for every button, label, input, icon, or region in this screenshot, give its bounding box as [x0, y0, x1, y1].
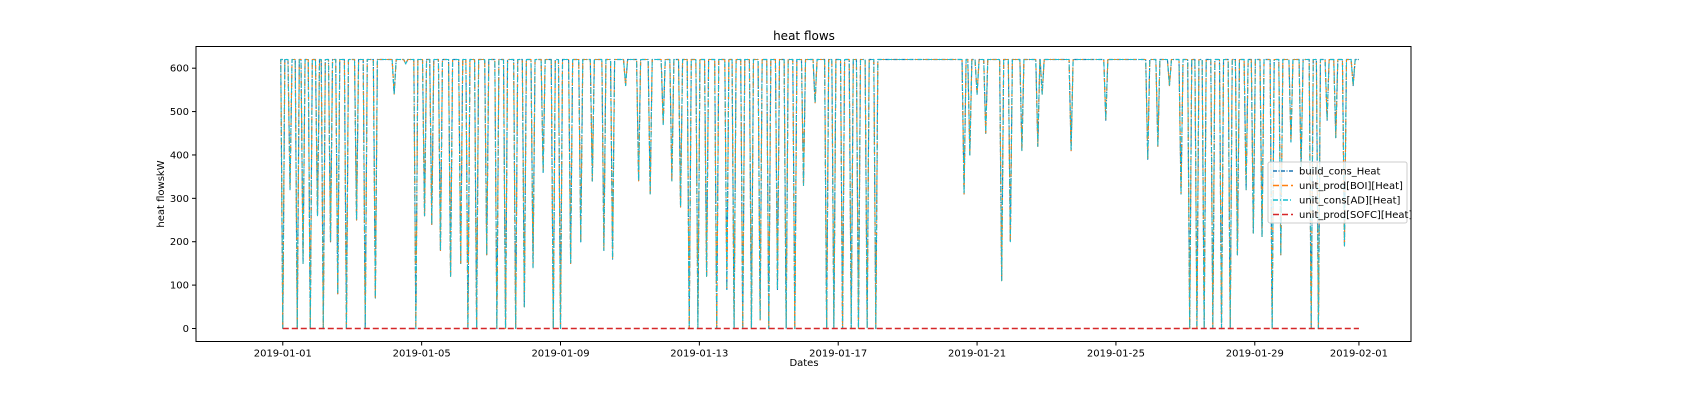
legend-label: unit_prod[SOFC][Heat]: [1299, 210, 1412, 221]
chart-title: heat flows: [773, 29, 835, 43]
y-tick-label: 600: [170, 64, 189, 75]
x-axis: 2019-01-01 2019-01-05 2019-01-09 2019-01-13…: [254, 341, 1388, 360]
x-tick-label: 2019-01-17: [809, 349, 867, 360]
legend-label: unit_prod[BOI][Heat]: [1299, 181, 1403, 192]
legend-label: unit_cons[AD][Heat]: [1299, 196, 1401, 207]
y-tick-label: 500: [170, 107, 189, 118]
x-tick-label: 2019-01-05: [393, 349, 451, 360]
y-tick-label: 400: [170, 150, 189, 161]
y-axis-label: heat flowskW: [156, 160, 167, 227]
x-tick-label: 2019-02-01: [1330, 349, 1388, 360]
x-tick-label: 2019-01-09: [531, 349, 589, 360]
plot-lines: [280, 58, 1359, 330]
x-axis-label: Dates: [789, 358, 818, 369]
x-tick-label: 2019-01-25: [1087, 349, 1145, 360]
y-tick-label: 100: [170, 281, 189, 292]
series-line-3: [280, 59, 1359, 329]
x-tick-label: 2019-01-21: [948, 349, 1006, 360]
legend-label: build_cons_Heat: [1299, 167, 1381, 178]
legend: build_cons_Heat unit_prod[BOI][Heat] unit_…: [1267, 161, 1412, 224]
y-tick-label: 0: [183, 324, 189, 335]
y-axis: 0 100 200 300 400 500 600: [170, 64, 196, 335]
x-tick-label: 2019-01-13: [670, 349, 728, 360]
y-tick-label: 200: [170, 237, 189, 248]
plot-frame: [195, 46, 1412, 342]
x-tick-label: 2019-01-01: [254, 349, 312, 360]
x-tick-label: 2019-01-29: [1226, 349, 1284, 360]
y-tick-label: 300: [170, 194, 189, 205]
legend-box: [1267, 161, 1408, 224]
